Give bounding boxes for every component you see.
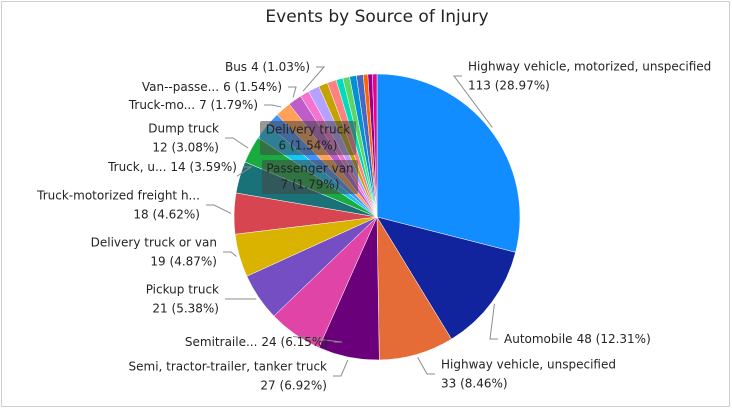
leader-line bbox=[293, 335, 343, 343]
slice bbox=[372, 73, 378, 218]
slice-label: Passenger van bbox=[266, 162, 353, 176]
leader-line bbox=[206, 204, 232, 214]
slice-label: Automobile bbox=[504, 332, 573, 346]
slice-label-group: Truck, u... 14 (3.59%) bbox=[107, 160, 237, 174]
value-label: 7 (1.79%) bbox=[281, 178, 340, 192]
leader-line bbox=[453, 75, 493, 128]
leader-line bbox=[302, 66, 326, 92]
leader-line bbox=[223, 251, 237, 257]
pie bbox=[233, 73, 521, 361]
slice bbox=[376, 216, 516, 340]
slice-label: Highway vehicle, unspecified bbox=[441, 358, 616, 372]
value-label: 21 (5.38%) bbox=[152, 302, 219, 316]
slice-label: Delivery truck bbox=[266, 123, 350, 137]
slice-label: Highway vehicle, motorized, unspecified bbox=[468, 60, 711, 74]
slice-label-group: Semitraile... 24 (6.15%) bbox=[185, 335, 328, 349]
value-label: 33 (8.46%) bbox=[441, 377, 508, 391]
leader-line bbox=[264, 104, 282, 108]
value-label: 7 (1.79%) bbox=[199, 98, 258, 112]
label-box bbox=[260, 121, 356, 155]
labels: Highway vehicle, motorized, unspecified 1… bbox=[36, 60, 711, 393]
value-label: 4 (1.03%) bbox=[251, 60, 310, 74]
label-box bbox=[262, 160, 358, 194]
value-label: 24 (6.15%) bbox=[261, 335, 328, 349]
leader-line bbox=[288, 86, 297, 98]
slice-label: Dump truck bbox=[148, 122, 219, 136]
leader-line bbox=[417, 356, 435, 375]
value-label: 27 (6.92%) bbox=[260, 379, 327, 393]
leader-line bbox=[333, 359, 349, 377]
leader-line bbox=[236, 166, 253, 177]
value-label: 6 (1.54%) bbox=[223, 80, 282, 94]
leader-line bbox=[225, 137, 249, 149]
slice-label: Semi, tractor-trailer, tanker truck bbox=[129, 360, 328, 374]
value-label: 48 (12.31%) bbox=[577, 332, 651, 346]
value-label: 6 (1.54%) bbox=[279, 139, 338, 153]
slice-label: Pickup truck bbox=[146, 283, 219, 297]
value-label: 113 (28.97%) bbox=[468, 79, 550, 93]
slice-label-group: Automobile 48 (12.31%) bbox=[504, 332, 651, 346]
slice-label: Truck-mo... bbox=[128, 98, 195, 112]
chart-title: Events by Source of Injury bbox=[265, 7, 488, 27]
value-label: 12 (3.08%) bbox=[152, 141, 219, 155]
slice-label: Semitraile... bbox=[185, 335, 258, 349]
slice-label: Van--passe... bbox=[142, 80, 219, 94]
slice-label-group: Bus 4 (1.03%) bbox=[225, 60, 310, 74]
slice-label: Truck-motorized freight h... bbox=[36, 189, 200, 203]
value-label: 14 (3.59%) bbox=[170, 160, 237, 174]
slice-label-group: Van--passe... 6 (1.54%) bbox=[142, 80, 282, 94]
value-label: 18 (4.62%) bbox=[133, 208, 200, 222]
slice-label: Bus bbox=[225, 60, 247, 74]
slice-label: Delivery truck or van bbox=[91, 236, 217, 250]
slice bbox=[376, 73, 521, 253]
slice-label: Truck, u... bbox=[107, 160, 166, 174]
leader-line bbox=[489, 303, 498, 340]
slice-label-group: Truck-mo... 7 (1.79%) bbox=[128, 98, 258, 112]
value-label: 19 (4.87%) bbox=[150, 255, 217, 269]
